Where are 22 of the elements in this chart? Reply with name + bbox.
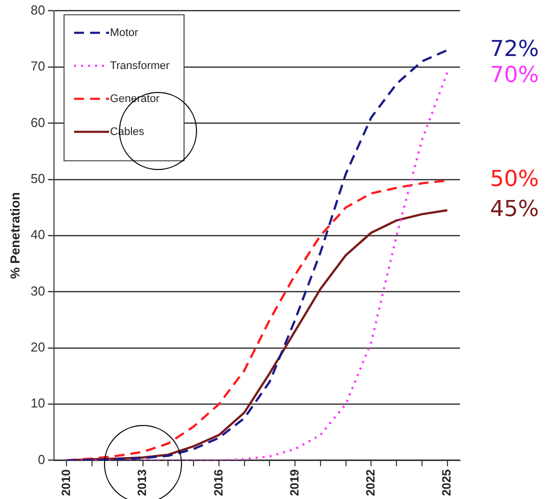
x-tick-label: 2016	[211, 468, 226, 496]
y-tick-label: 70	[30, 58, 46, 74]
y-tick-label: 0	[38, 452, 46, 467]
y-tick-label: 40	[30, 227, 46, 242]
y-tick-label: 30	[30, 283, 46, 298]
y-tick-label: 80	[30, 2, 46, 18]
x-tick-label: 2025	[440, 468, 454, 496]
legend-label: Transformer	[110, 60, 170, 72]
text: 50%	[490, 167, 539, 192]
x-tick-label: 2019	[287, 468, 302, 496]
y-tick-label: 60	[30, 114, 46, 130]
text: 72%	[490, 36, 539, 62]
y-tick-label: 50	[30, 170, 46, 186]
x-tick-label: 2013	[135, 468, 150, 496]
x-tick-label: 2022	[364, 468, 378, 496]
x-tick-label: 2010	[59, 468, 74, 496]
y-tick-label: 10	[30, 396, 46, 411]
text: 45%	[490, 196, 539, 222]
legend-label: Motor	[110, 26, 139, 39]
y-tick-label: 20	[30, 340, 46, 355]
text: 70%	[490, 62, 539, 88]
y-axis-title: % Penetration	[7, 192, 22, 279]
